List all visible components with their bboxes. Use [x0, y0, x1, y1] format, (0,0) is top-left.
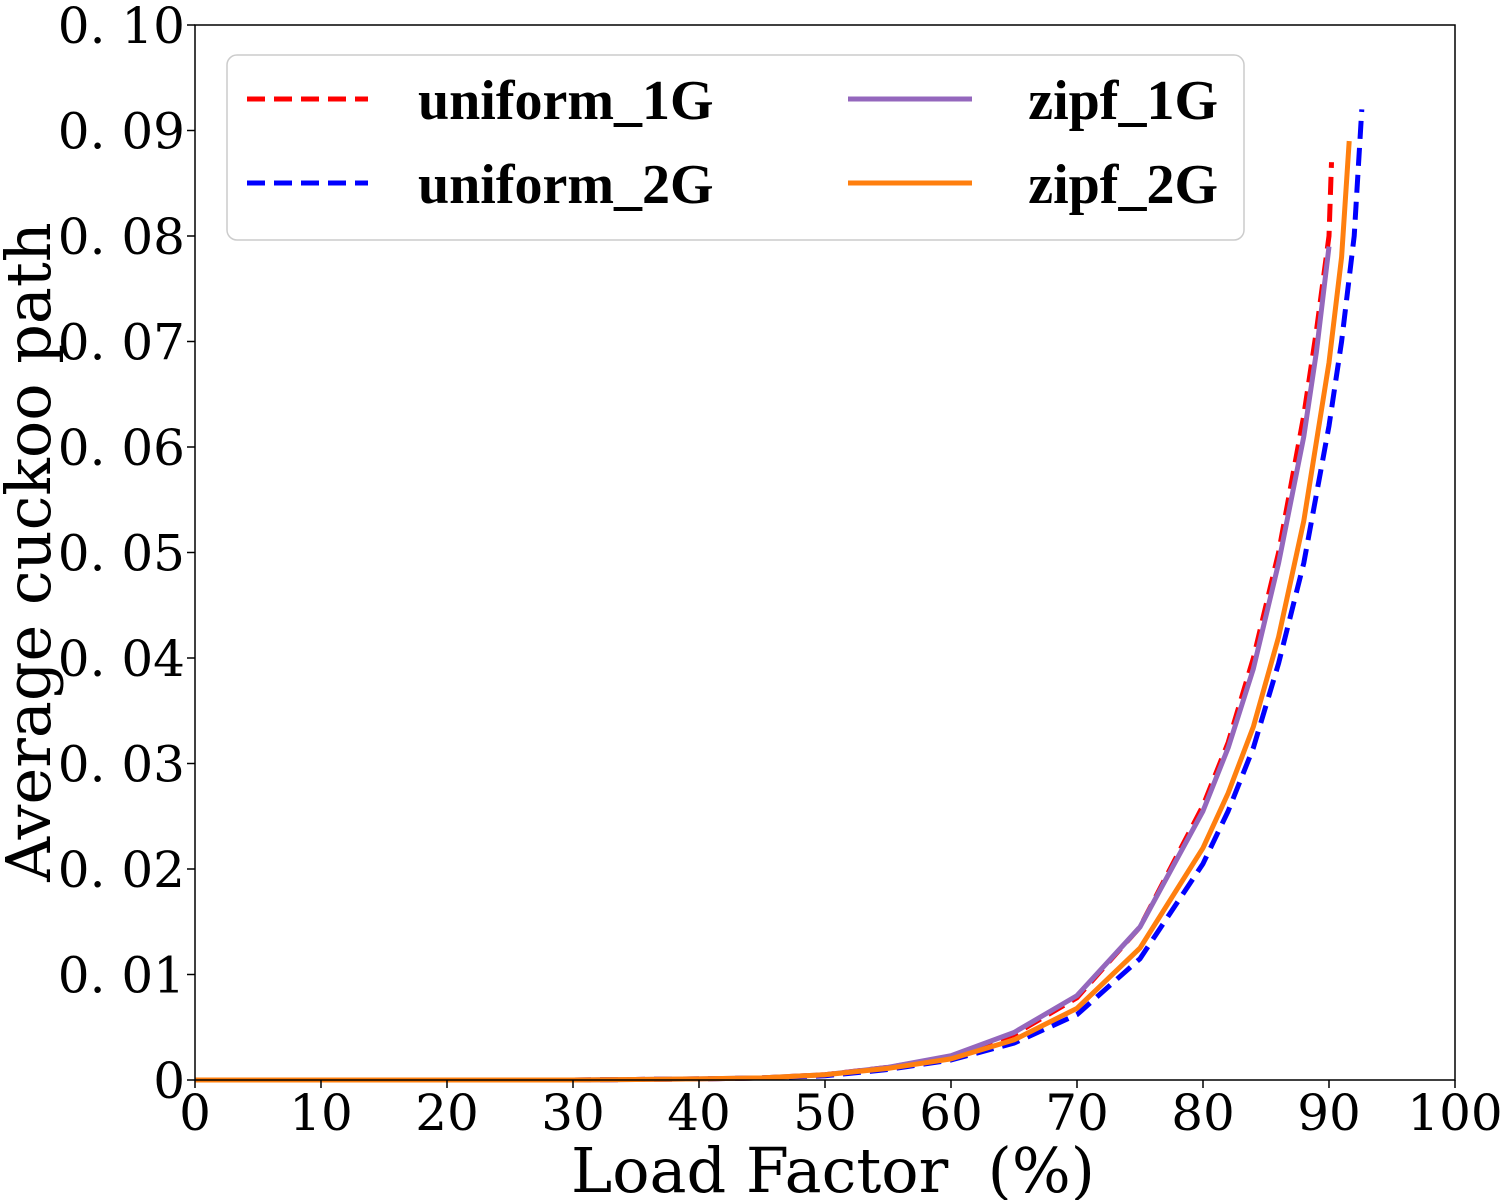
x-tick-label: 100 [1407, 1084, 1500, 1142]
y-tick-label: 0. 06 [58, 419, 185, 477]
x-axis-label: Load Factor (%) [571, 1134, 1095, 1200]
x-tick-label: 0 [179, 1084, 211, 1142]
ticks-layer: 0 10 20 30 40 50 60 70 80 90 100 0 0. 01 0. 02 0. 03 0.… [58, 0, 1500, 1142]
legend-box [226, 54, 1245, 241]
legend-label-uniform_1G: uniform_1G [418, 70, 714, 132]
legend-label-uniform_2G: uniform_2G [418, 154, 714, 216]
x-tick-label: 70 [1045, 1084, 1109, 1142]
x-tick-label: 80 [1171, 1084, 1235, 1142]
y-tick-label: 0. 03 [58, 736, 185, 794]
y-tick-label: 0. 07 [58, 314, 185, 372]
y-tick-label: 0. 05 [58, 525, 185, 583]
y-tick-label: 0. 02 [58, 841, 185, 899]
x-tick-label: 10 [289, 1084, 353, 1142]
y-axis-label: Average cuckoo path [0, 222, 65, 882]
legend: uniform_1G uniform_2G zipf_1G zipf_2G [226, 54, 1245, 241]
y-tick-label: 0. 08 [58, 208, 185, 266]
x-tick-label: 60 [919, 1084, 983, 1142]
legend-label-zipf_2G: zipf_2G [1028, 154, 1218, 216]
x-tick-label: 20 [415, 1084, 479, 1142]
legend-label-zipf_1G: zipf_1G [1028, 70, 1218, 132]
y-tick-label: 0. 10 [58, 0, 185, 55]
y-tick-label: 0. 09 [58, 103, 185, 161]
x-tick-label: 30 [541, 1084, 605, 1142]
y-tick-label: 0. 01 [58, 947, 185, 1005]
x-tick-label: 50 [793, 1084, 857, 1142]
y-tick-label: 0. 04 [58, 630, 185, 688]
x-tick-label: 90 [1297, 1084, 1361, 1142]
x-tick-label: 40 [667, 1084, 731, 1142]
y-tick-label: 0 [153, 1052, 185, 1110]
